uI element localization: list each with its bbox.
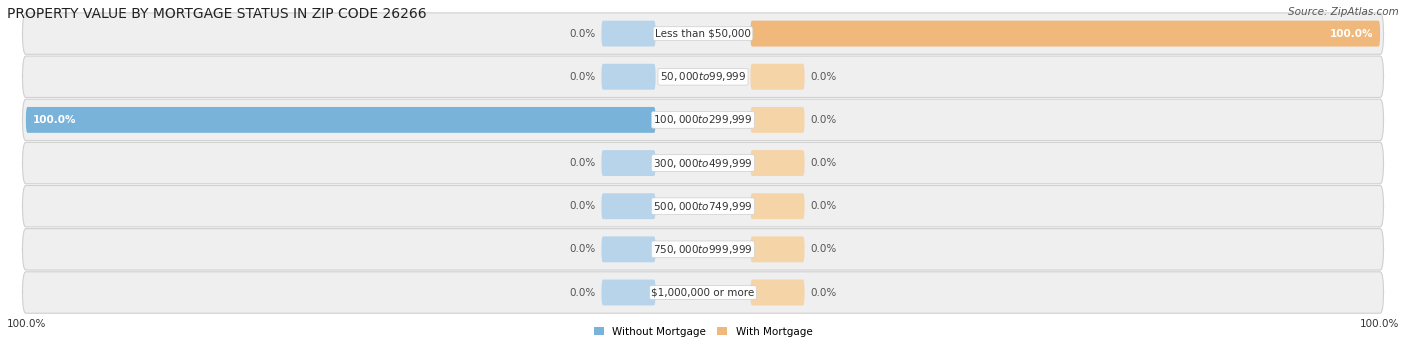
Text: 0.0%: 0.0%	[569, 158, 596, 168]
Text: 0.0%: 0.0%	[810, 158, 837, 168]
Text: Source: ZipAtlas.com: Source: ZipAtlas.com	[1288, 7, 1399, 17]
Text: $300,000 to $499,999: $300,000 to $499,999	[654, 156, 752, 170]
FancyBboxPatch shape	[751, 107, 804, 133]
Text: 0.0%: 0.0%	[569, 72, 596, 82]
Text: $500,000 to $749,999: $500,000 to $749,999	[654, 200, 752, 213]
Text: Less than $50,000: Less than $50,000	[655, 29, 751, 39]
FancyBboxPatch shape	[25, 107, 655, 133]
FancyBboxPatch shape	[22, 228, 1384, 270]
Text: 100.0%: 100.0%	[1330, 29, 1374, 39]
Text: 100.0%: 100.0%	[1360, 319, 1399, 328]
FancyBboxPatch shape	[751, 279, 804, 305]
Legend: Without Mortgage, With Mortgage: Without Mortgage, With Mortgage	[593, 327, 813, 337]
Text: PROPERTY VALUE BY MORTGAGE STATUS IN ZIP CODE 26266: PROPERTY VALUE BY MORTGAGE STATUS IN ZIP…	[7, 7, 426, 21]
FancyBboxPatch shape	[22, 13, 1384, 54]
FancyBboxPatch shape	[751, 236, 804, 262]
Text: 0.0%: 0.0%	[810, 244, 837, 254]
Text: 0.0%: 0.0%	[810, 288, 837, 298]
Text: 100.0%: 100.0%	[7, 319, 46, 328]
Text: 0.0%: 0.0%	[569, 288, 596, 298]
FancyBboxPatch shape	[22, 186, 1384, 227]
Text: 0.0%: 0.0%	[569, 201, 596, 211]
FancyBboxPatch shape	[602, 193, 655, 219]
Text: 0.0%: 0.0%	[810, 72, 837, 82]
Text: $750,000 to $999,999: $750,000 to $999,999	[654, 243, 752, 256]
Text: $1,000,000 or more: $1,000,000 or more	[651, 288, 755, 298]
FancyBboxPatch shape	[602, 279, 655, 305]
Text: $100,000 to $299,999: $100,000 to $299,999	[654, 114, 752, 126]
Text: 0.0%: 0.0%	[810, 115, 837, 125]
Text: 0.0%: 0.0%	[810, 201, 837, 211]
Text: 100.0%: 100.0%	[32, 115, 76, 125]
Text: 0.0%: 0.0%	[569, 29, 596, 39]
FancyBboxPatch shape	[751, 64, 804, 90]
FancyBboxPatch shape	[22, 56, 1384, 98]
FancyBboxPatch shape	[751, 21, 1381, 47]
FancyBboxPatch shape	[751, 193, 804, 219]
FancyBboxPatch shape	[602, 236, 655, 262]
Text: 0.0%: 0.0%	[569, 244, 596, 254]
FancyBboxPatch shape	[602, 150, 655, 176]
FancyBboxPatch shape	[602, 21, 655, 47]
FancyBboxPatch shape	[22, 142, 1384, 184]
FancyBboxPatch shape	[602, 64, 655, 90]
FancyBboxPatch shape	[22, 99, 1384, 141]
FancyBboxPatch shape	[22, 272, 1384, 313]
Text: $50,000 to $99,999: $50,000 to $99,999	[659, 70, 747, 83]
FancyBboxPatch shape	[751, 150, 804, 176]
